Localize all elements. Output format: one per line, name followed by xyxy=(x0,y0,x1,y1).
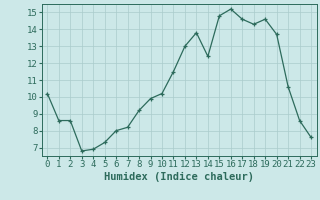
X-axis label: Humidex (Indice chaleur): Humidex (Indice chaleur) xyxy=(104,172,254,182)
